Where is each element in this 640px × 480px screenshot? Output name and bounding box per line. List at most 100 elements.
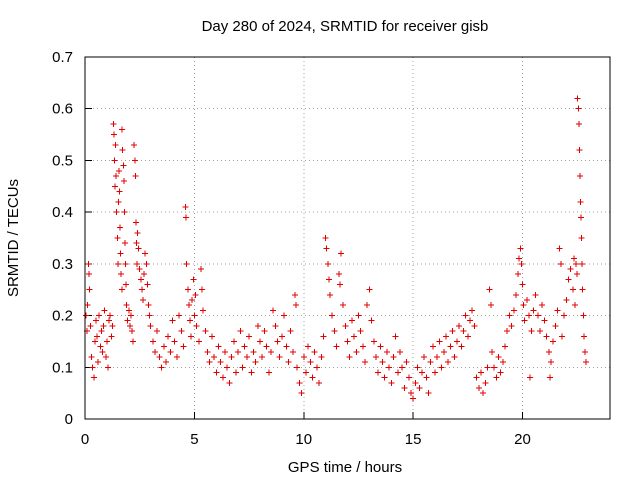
- data-point-marker: [390, 353, 397, 360]
- data-point-marker: [142, 250, 149, 257]
- data-point-marker: [180, 343, 187, 350]
- data-point-marker: [320, 333, 327, 340]
- data-point-marker: [111, 157, 118, 164]
- data-point-marker: [403, 359, 410, 366]
- data-point-marker: [467, 317, 473, 324]
- data-point-marker: [473, 374, 480, 381]
- data-point-marker: [158, 364, 165, 371]
- data-point-marker: [204, 348, 211, 355]
- data-point-marker: [289, 348, 296, 355]
- data-point-marker: [565, 276, 572, 283]
- data-point-marker: [394, 369, 401, 376]
- data-point-marker: [254, 322, 261, 329]
- data-point-marker: [329, 312, 336, 319]
- data-point-marker: [193, 322, 200, 329]
- data-point-marker: [95, 359, 102, 366]
- data-point-marker: [141, 271, 148, 278]
- data-point-marker: [298, 390, 305, 397]
- data-point-marker: [504, 328, 511, 335]
- data-point-marker: [532, 291, 539, 298]
- data-point-marker: [283, 343, 290, 350]
- data-point-marker: [272, 322, 279, 329]
- data-point-marker: [278, 333, 285, 340]
- data-point-marker: [512, 291, 519, 298]
- data-point-marker: [520, 302, 527, 309]
- data-point-marker: [83, 312, 90, 319]
- data-point-marker: [462, 312, 469, 319]
- data-point-marker: [267, 348, 274, 355]
- data-point-marker: [309, 374, 316, 381]
- data-point-marker: [167, 348, 174, 355]
- data-point-marker: [333, 343, 340, 350]
- data-point-marker: [119, 126, 126, 133]
- data-point-marker: [160, 343, 167, 350]
- data-point-marker: [573, 260, 580, 267]
- data-point-marker: [469, 307, 476, 314]
- data-point-marker: [84, 302, 91, 309]
- y-tick-label: 0.4: [52, 204, 73, 221]
- data-point-marker: [516, 255, 523, 262]
- x-tick-label: 0: [81, 431, 89, 448]
- data-point-marker: [506, 312, 513, 319]
- data-point-marker: [116, 188, 123, 195]
- data-point-marker: [106, 317, 113, 324]
- data-point-marker: [515, 271, 522, 278]
- data-point-marker: [429, 343, 436, 350]
- data-point-marker: [215, 343, 222, 350]
- data-point-marker: [579, 260, 585, 267]
- data-point-marker: [484, 364, 491, 371]
- data-point-marker: [122, 260, 129, 267]
- data-point-marker: [493, 374, 500, 381]
- x-tick-label: 20: [514, 431, 531, 448]
- data-point-marker: [475, 384, 482, 391]
- data-point-marker: [575, 105, 582, 112]
- data-point-marker: [539, 302, 546, 309]
- data-point-marker: [554, 307, 561, 314]
- data-point-marker: [521, 317, 528, 324]
- data-point-marker: [88, 353, 95, 360]
- data-point-marker: [351, 333, 358, 340]
- data-point-marker: [318, 353, 325, 360]
- data-point-marker: [252, 359, 259, 366]
- data-point-marker: [379, 359, 386, 366]
- data-point-marker: [131, 157, 138, 164]
- data-point-marker: [87, 322, 94, 329]
- data-point-marker: [440, 348, 447, 355]
- tick-layer: 0 5 10 15 20 0 0.1 0.2 0.3 0.4 0.5 0.6 0.7: [52, 49, 531, 448]
- data-point-marker: [145, 302, 152, 309]
- data-point-marker: [325, 276, 332, 283]
- data-point-marker: [436, 338, 443, 345]
- data-point-marker: [239, 364, 246, 371]
- data-point-marker: [171, 338, 178, 345]
- data-point-marker: [323, 245, 330, 252]
- data-point-marker: [241, 343, 248, 350]
- data-point-marker: [85, 271, 92, 278]
- data-point-marker: [189, 297, 196, 304]
- data-point-marker: [412, 379, 419, 386]
- grid-layer: [85, 57, 610, 419]
- data-point-marker: [237, 328, 244, 335]
- data-point-marker: [453, 338, 460, 345]
- data-point-marker: [377, 343, 384, 350]
- data-point-marker: [182, 203, 189, 210]
- data-point-marker: [499, 359, 506, 366]
- data-point-marker: [526, 312, 533, 319]
- data-point-marker: [471, 322, 478, 329]
- data-point-marker: [541, 317, 548, 324]
- data-point-marker: [107, 312, 114, 319]
- data-point-marker: [115, 167, 122, 174]
- data-point-marker: [491, 364, 498, 371]
- data-point-marker: [561, 312, 568, 319]
- data-point-marker: [375, 369, 382, 376]
- data-point-marker: [143, 260, 150, 267]
- data-point-marker: [146, 312, 153, 319]
- data-point-marker: [125, 307, 132, 314]
- y-tick-label: 0.1: [52, 359, 73, 376]
- data-point-marker: [147, 322, 154, 329]
- data-point-marker: [366, 286, 373, 293]
- data-point-marker: [414, 364, 421, 371]
- data-point-marker: [132, 219, 139, 226]
- data-point-marker: [178, 328, 185, 335]
- data-point-marker: [169, 317, 176, 324]
- data-point-marker: [232, 369, 239, 376]
